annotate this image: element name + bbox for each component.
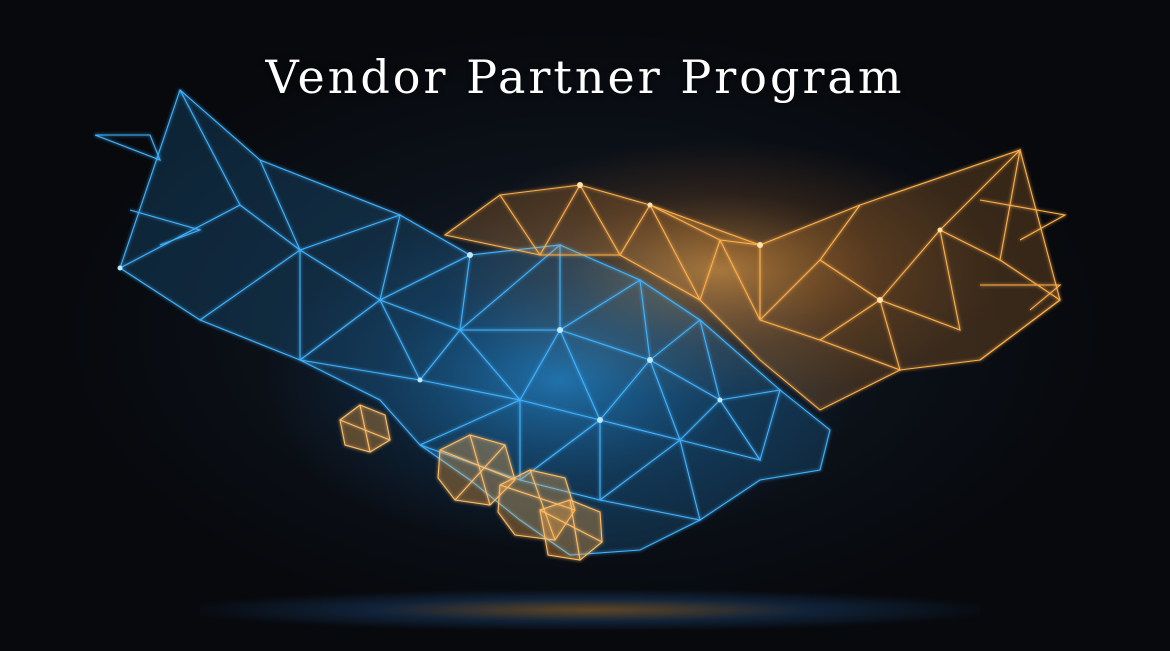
floor-glow (200, 590, 980, 630)
blue-hand-wireframe (94, 89, 831, 556)
orange-hand-wireframe (443, 148, 1067, 411)
glowing-nodes (117, 182, 943, 423)
fingertips-wireframe (339, 404, 603, 561)
banner-title: Vendor Partner Program (265, 50, 905, 104)
